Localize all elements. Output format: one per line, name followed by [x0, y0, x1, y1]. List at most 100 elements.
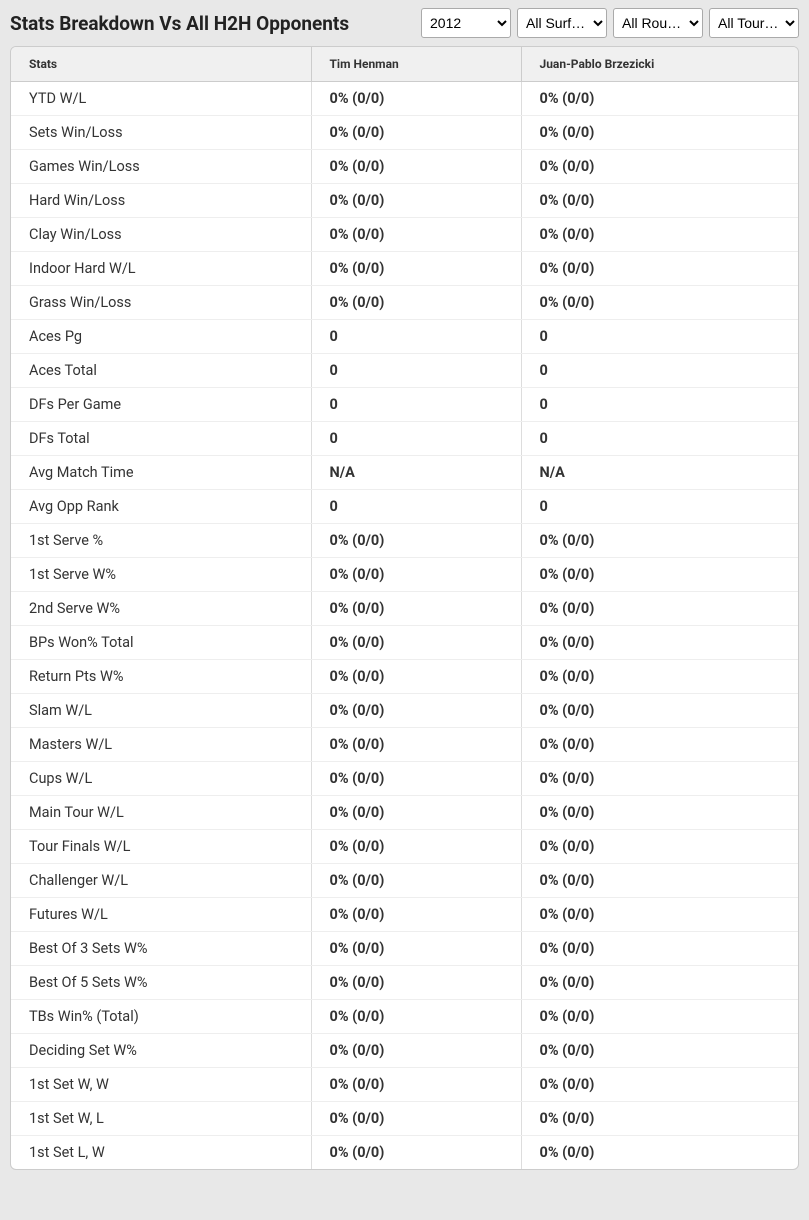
player2-value-cell: 0% (0/0) [521, 830, 798, 864]
table-row: Futures W/L0% (0/0)0% (0/0) [11, 898, 798, 932]
table-row: 1st Set W, L0% (0/0)0% (0/0) [11, 1102, 798, 1136]
player2-value-cell: 0% (0/0) [521, 150, 798, 184]
surface-filter-select[interactable]: All Surf… [517, 8, 607, 38]
player2-value-cell: 0% (0/0) [521, 1068, 798, 1102]
page-title: Stats Breakdown Vs All H2H Opponents [10, 12, 349, 35]
stat-label-cell: Games Win/Loss [11, 150, 311, 184]
player2-value-cell: 0% (0/0) [521, 1034, 798, 1068]
player1-value-cell: 0% (0/0) [311, 796, 521, 830]
tour-filter-select[interactable]: All Tour… [709, 8, 799, 38]
stat-label-cell: Aces Pg [11, 320, 311, 354]
stat-label-cell: Best Of 5 Sets W% [11, 966, 311, 1000]
stat-label-cell: BPs Won% Total [11, 626, 311, 660]
stat-label-cell: YTD W/L [11, 82, 311, 116]
table-row: Cups W/L0% (0/0)0% (0/0) [11, 762, 798, 796]
player2-value-cell: 0% (0/0) [521, 82, 798, 116]
player1-value-cell: 0% (0/0) [311, 252, 521, 286]
player2-value-cell: 0 [521, 388, 798, 422]
table-row: Tour Finals W/L0% (0/0)0% (0/0) [11, 830, 798, 864]
stat-label-cell: 1st Set W, W [11, 1068, 311, 1102]
player2-value-cell: N/A [521, 456, 798, 490]
table-row: Return Pts W%0% (0/0)0% (0/0) [11, 660, 798, 694]
table-row: 1st Serve %0% (0/0)0% (0/0) [11, 524, 798, 558]
stat-label-cell: TBs Win% (Total) [11, 1000, 311, 1034]
stat-label-cell: Main Tour W/L [11, 796, 311, 830]
player1-value-cell: 0% (0/0) [311, 82, 521, 116]
stat-label-cell: 2nd Serve W% [11, 592, 311, 626]
table-row: BPs Won% Total0% (0/0)0% (0/0) [11, 626, 798, 660]
table-row: Aces Pg00 [11, 320, 798, 354]
player2-value-cell: 0 [521, 422, 798, 456]
stat-label-cell: Sets Win/Loss [11, 116, 311, 150]
player1-value-cell: 0% (0/0) [311, 898, 521, 932]
player2-value-cell: 0% (0/0) [521, 898, 798, 932]
table-row: Challenger W/L0% (0/0)0% (0/0) [11, 864, 798, 898]
table-row: Indoor Hard W/L0% (0/0)0% (0/0) [11, 252, 798, 286]
stats-table: Stats Tim Henman Juan-Pablo Brzezicki YT… [11, 47, 798, 1169]
player1-value-cell: 0% (0/0) [311, 1000, 521, 1034]
table-row: Avg Opp Rank00 [11, 490, 798, 524]
player1-value-cell: 0% (0/0) [311, 830, 521, 864]
header-bar: Stats Breakdown Vs All H2H Opponents 201… [0, 0, 809, 46]
player2-value-cell: 0% (0/0) [521, 558, 798, 592]
player2-value-cell: 0% (0/0) [521, 286, 798, 320]
player1-value-cell: 0 [311, 422, 521, 456]
table-row: Best Of 5 Sets W%0% (0/0)0% (0/0) [11, 966, 798, 1000]
stat-label-cell: DFs Per Game [11, 388, 311, 422]
table-row: Sets Win/Loss0% (0/0)0% (0/0) [11, 116, 798, 150]
stat-label-cell: Aces Total [11, 354, 311, 388]
player2-value-cell: 0% (0/0) [521, 1136, 798, 1170]
player1-value-cell: 0% (0/0) [311, 1102, 521, 1136]
player1-value-cell: 0% (0/0) [311, 864, 521, 898]
year-filter-select[interactable]: 2012 [421, 8, 511, 38]
player2-value-cell: 0% (0/0) [521, 796, 798, 830]
player2-value-cell: 0% (0/0) [521, 660, 798, 694]
player1-value-cell: 0% (0/0) [311, 184, 521, 218]
player1-value-cell: 0% (0/0) [311, 592, 521, 626]
player1-value-cell: 0% (0/0) [311, 524, 521, 558]
player1-value-cell: 0% (0/0) [311, 218, 521, 252]
table-row: Masters W/L0% (0/0)0% (0/0) [11, 728, 798, 762]
stat-label-cell: Grass Win/Loss [11, 286, 311, 320]
table-row: 1st Set W, W0% (0/0)0% (0/0) [11, 1068, 798, 1102]
table-row: YTD W/L0% (0/0)0% (0/0) [11, 82, 798, 116]
stat-label-cell: Best Of 3 Sets W% [11, 932, 311, 966]
stat-label-cell: Avg Opp Rank [11, 490, 311, 524]
table-row: TBs Win% (Total)0% (0/0)0% (0/0) [11, 1000, 798, 1034]
round-filter-select[interactable]: All Rou… [613, 8, 703, 38]
stats-tbody: YTD W/L0% (0/0)0% (0/0)Sets Win/Loss0% (… [11, 82, 798, 1170]
player2-value-cell: 0% (0/0) [521, 966, 798, 1000]
table-row: Grass Win/Loss0% (0/0)0% (0/0) [11, 286, 798, 320]
stat-label-cell: 1st Serve W% [11, 558, 311, 592]
player2-value-cell: 0% (0/0) [521, 218, 798, 252]
player2-value-cell: 0% (0/0) [521, 1000, 798, 1034]
table-row: 1st Serve W%0% (0/0)0% (0/0) [11, 558, 798, 592]
stat-label-cell: Avg Match Time [11, 456, 311, 490]
table-row: Avg Match TimeN/AN/A [11, 456, 798, 490]
table-row: Aces Total00 [11, 354, 798, 388]
table-row: 1st Set L, W0% (0/0)0% (0/0) [11, 1136, 798, 1170]
player2-value-cell: 0% (0/0) [521, 524, 798, 558]
table-row: Main Tour W/L0% (0/0)0% (0/0) [11, 796, 798, 830]
player2-value-cell: 0% (0/0) [521, 1102, 798, 1136]
player1-value-cell: 0 [311, 388, 521, 422]
player1-value-cell: 0% (0/0) [311, 762, 521, 796]
stat-label-cell: DFs Total [11, 422, 311, 456]
player2-value-cell: 0% (0/0) [521, 116, 798, 150]
stat-label-cell: 1st Set L, W [11, 1136, 311, 1170]
player1-value-cell: 0% (0/0) [311, 116, 521, 150]
player1-value-cell: 0% (0/0) [311, 660, 521, 694]
player2-value-cell: 0% (0/0) [521, 864, 798, 898]
stat-label-cell: Return Pts W% [11, 660, 311, 694]
stat-label-cell: Futures W/L [11, 898, 311, 932]
player2-value-cell: 0% (0/0) [521, 626, 798, 660]
stat-label-cell: 1st Set W, L [11, 1102, 311, 1136]
player2-value-cell: 0 [521, 354, 798, 388]
table-row: Games Win/Loss0% (0/0)0% (0/0) [11, 150, 798, 184]
player2-value-cell: 0% (0/0) [521, 932, 798, 966]
stat-label-cell: Challenger W/L [11, 864, 311, 898]
player1-value-cell: 0% (0/0) [311, 626, 521, 660]
table-row: DFs Total00 [11, 422, 798, 456]
stat-label-cell: Masters W/L [11, 728, 311, 762]
table-row: Hard Win/Loss0% (0/0)0% (0/0) [11, 184, 798, 218]
